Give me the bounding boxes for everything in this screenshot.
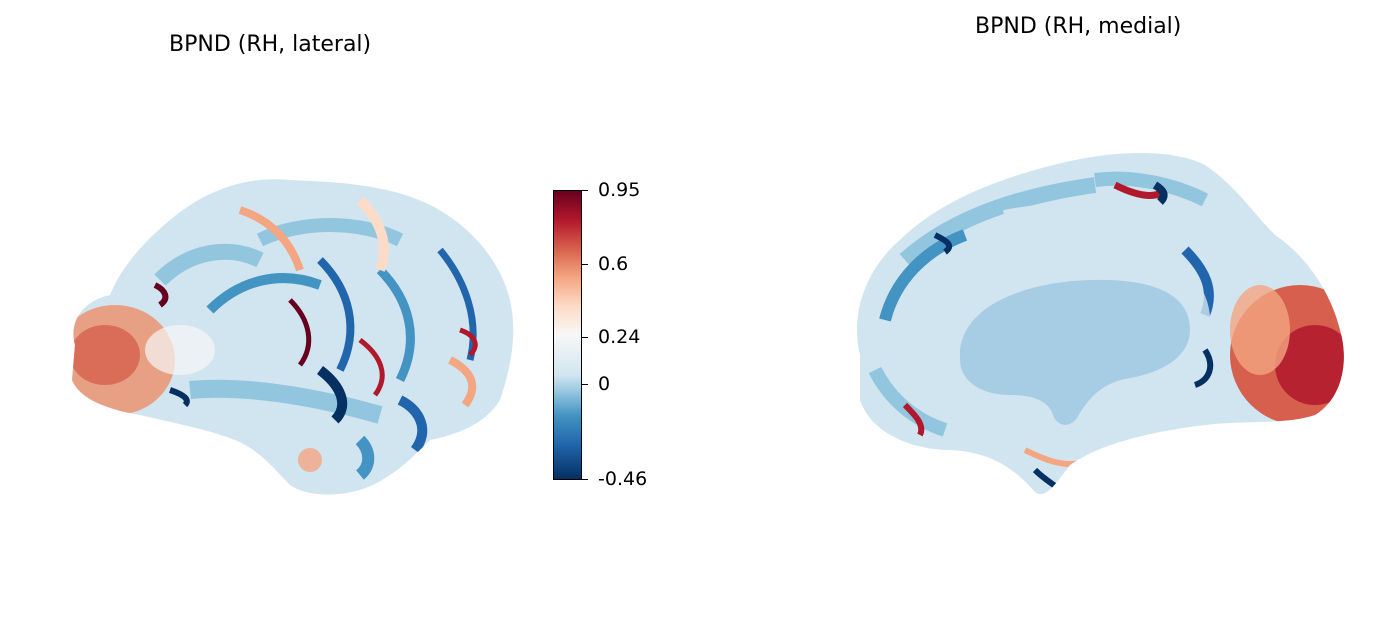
colorbar	[553, 190, 582, 480]
colorbar-tick	[582, 384, 588, 385]
colorbar-tick	[582, 479, 588, 480]
colorbar-tick-label: 0.6	[598, 253, 629, 275]
colorbar-tick-label: 0	[598, 373, 611, 395]
colorbar-tick-label: 0.95	[598, 179, 641, 201]
medial-view-title: BPND (RH, medial)	[975, 14, 1182, 39]
colorbar-tick	[582, 337, 588, 338]
colorbar-tick	[582, 190, 588, 191]
colorbar-tick	[582, 264, 588, 265]
lateral-view-title: BPND (RH, lateral)	[169, 32, 372, 57]
colorbar-tick-label: 0.24	[598, 326, 641, 348]
medial-brain-surface	[856, 153, 1344, 495]
colorbar-tick-label: -0.46	[598, 468, 648, 490]
lateral-brain-surface	[72, 179, 514, 495]
